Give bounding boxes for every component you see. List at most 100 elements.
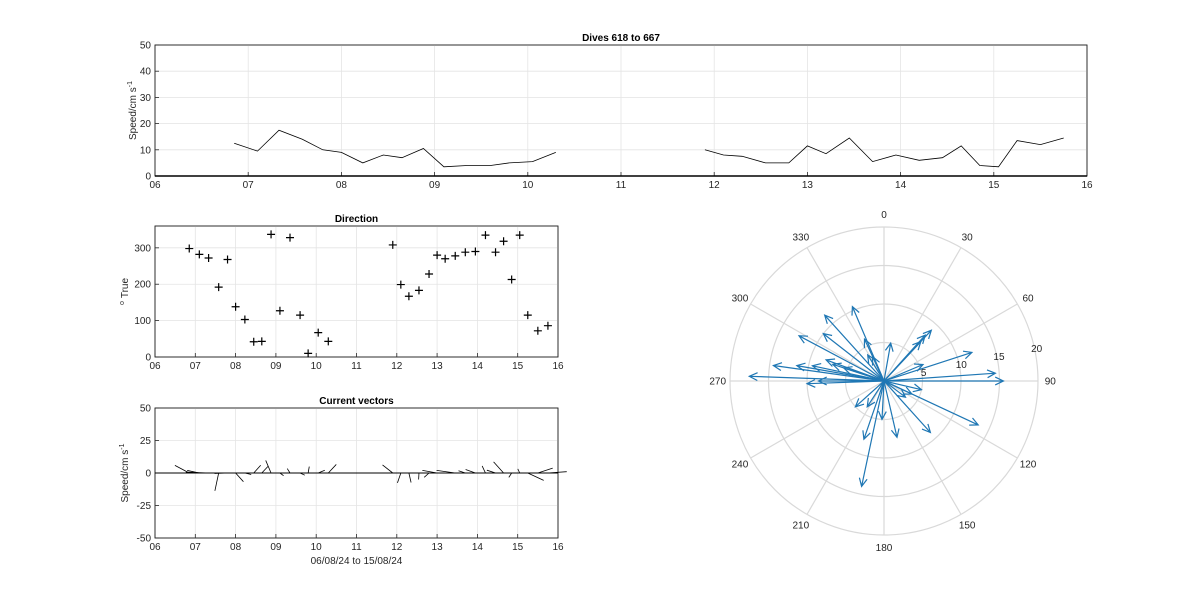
- current-arrow: [862, 380, 885, 441]
- current-vector: [465, 469, 476, 474]
- polar-angle-label: 60: [1022, 293, 1034, 304]
- x-tick-label: 06: [149, 542, 161, 553]
- direction-point: [425, 270, 434, 279]
- direction-point: [286, 233, 295, 242]
- x-tick-label: 07: [243, 180, 255, 191]
- current-vector: [327, 464, 337, 474]
- polar-angle-label: 180: [876, 543, 893, 554]
- polar-spoke: [750, 380, 885, 459]
- x-tick-label: 08: [230, 542, 242, 553]
- x-tick-label: 10: [311, 542, 323, 553]
- y-tick-label: 300: [134, 243, 151, 254]
- y-tick-label: -50: [137, 534, 152, 545]
- plot-border: [154, 225, 559, 358]
- speed-chart: 06 07 08 09 10 11 12 13 14 15 16 0 10 20 30 40 50 Dives 6…: [127, 33, 1093, 191]
- polar-chart: 0 30 60 90 120 150 180 210 240 270 300 330 5 10 15 20: [709, 210, 1056, 554]
- direction-point: [231, 302, 240, 311]
- current-arrow: [772, 362, 885, 382]
- current-vector: [253, 465, 261, 474]
- y-tick-label: -25: [137, 501, 152, 512]
- current-arrow: [883, 350, 974, 382]
- x-tick-label: 11: [351, 361, 362, 372]
- x-tick-label: 10: [522, 180, 534, 191]
- current-arrow: [797, 335, 885, 382]
- x-tick-label: 09: [429, 180, 441, 191]
- polar-radius-label: 15: [993, 352, 1005, 363]
- current-arrow: [883, 380, 923, 393]
- x-tick-label: 12: [709, 180, 721, 191]
- direction-point: [240, 315, 249, 324]
- direction-point: [267, 230, 276, 239]
- y-axis-label: Speed/cm s-1: [127, 81, 139, 140]
- current-arrow: [871, 355, 885, 382]
- current-arrow: [883, 380, 980, 426]
- current-arrow: [883, 341, 894, 382]
- y-tick-label: 50: [140, 41, 152, 52]
- direction-point: [461, 248, 470, 257]
- polar-angle-label: 0: [881, 210, 887, 221]
- vectors-chart: 06 07 08 09 10 11 12 13 14 15 16 -50 -25 0 25 50 Current…: [119, 396, 567, 567]
- y-axis-label-text: True: [120, 278, 131, 299]
- x-tick-label: 08: [336, 180, 348, 191]
- current-vector: [493, 461, 504, 474]
- y-axis-label: Speed/cm s-1: [119, 443, 131, 502]
- x-tick-label: 14: [472, 361, 484, 372]
- current-vector: [481, 465, 486, 474]
- direction-point: [481, 231, 490, 240]
- direction-point: [491, 248, 500, 257]
- y-tick-label: 25: [140, 436, 152, 447]
- polar-angle-label: 300: [732, 293, 749, 304]
- current-arrow: [831, 362, 885, 382]
- current-arrow: [866, 380, 885, 408]
- direction-point: [404, 292, 413, 301]
- direction-point: [471, 247, 480, 256]
- speed-line: [234, 129, 556, 168]
- polar-angle-label: 150: [959, 521, 976, 532]
- chart-title: Dives 618 to 667: [582, 33, 660, 44]
- direction-point: [523, 311, 532, 320]
- x-tick-label: 13: [432, 542, 444, 553]
- x-tick-label: 15: [512, 361, 524, 372]
- polar-angle-label: 240: [732, 460, 749, 471]
- direction-point: [388, 240, 397, 249]
- current-arrow: [883, 329, 933, 382]
- direction-point: [257, 337, 266, 346]
- current-vector: [527, 472, 544, 481]
- polar-spoke: [883, 247, 962, 382]
- polar-spoke: [883, 380, 962, 515]
- x-tick-label: 14: [895, 180, 907, 191]
- polar-spoke: [883, 303, 1018, 382]
- x-tick-label: 08: [230, 361, 242, 372]
- polar-angle-label: 330: [792, 232, 809, 243]
- y-tick-label: 0: [145, 353, 151, 364]
- y-axis-label-sup: o: [119, 301, 126, 305]
- y-tick-label: 20: [140, 119, 152, 130]
- polar-radius-label: 20: [1031, 344, 1043, 355]
- current-vector: [265, 460, 272, 474]
- direction-chart: 06 07 08 09 10 11 12 13 14 15 16 0 100 200 300 Directio…: [119, 214, 564, 372]
- direction-point: [185, 244, 194, 253]
- x-tick-label: 06: [149, 180, 161, 191]
- x-axis-label: 06/08/24 to 15/08/24: [311, 556, 403, 567]
- current-vector: [307, 466, 310, 474]
- x-tick-label: 14: [472, 542, 484, 553]
- current-arrow: [854, 380, 885, 408]
- x-tick-label: 07: [190, 361, 202, 372]
- chart-title: Direction: [335, 214, 378, 225]
- current-vector: [397, 472, 402, 483]
- x-tick-label: 16: [552, 361, 564, 372]
- direction-point: [499, 237, 508, 246]
- x-tick-label: 15: [988, 180, 1000, 191]
- direction-point: [515, 231, 524, 240]
- direction-point: [396, 280, 405, 289]
- x-tick-label: 09: [270, 542, 282, 553]
- polar-spoke: [806, 247, 885, 382]
- direction-point: [204, 254, 213, 263]
- x-tick-label: 13: [802, 180, 814, 191]
- polar-angle-label: 90: [1045, 377, 1057, 388]
- current-arrow: [858, 380, 885, 488]
- current-vector: [408, 472, 412, 483]
- current-arrow: [817, 376, 884, 386]
- y-axis-label-text: Speed/cm s: [128, 87, 139, 140]
